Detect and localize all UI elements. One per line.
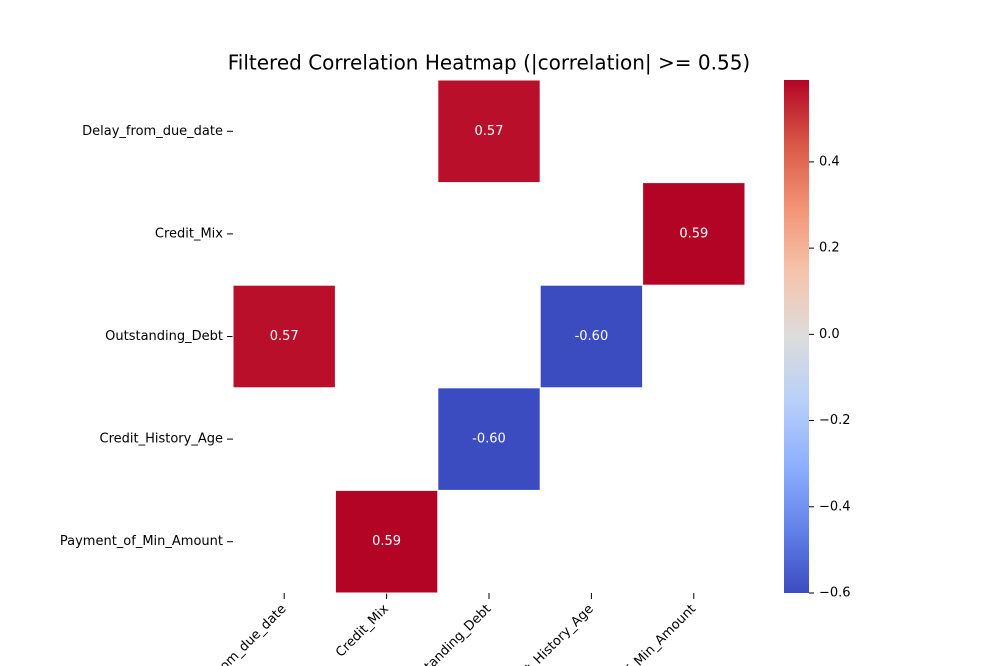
x-tick-label: Outstanding_Debt [400,602,494,666]
colorbar-tick-label: −0.2 [819,413,851,428]
heatmap-cell [539,284,644,389]
x-tick-label: Credit_History_Age [499,602,597,666]
y-tick-label: Credit_Mix [155,226,223,241]
x-tick-label: Delay_from_due_date [179,602,289,666]
cell-label: 0.57 [270,329,299,344]
cell-label: -0.60 [575,329,609,344]
heatmap-cell [437,79,541,184]
heatmap-cell [642,182,746,286]
cell-label: 0.59 [679,226,708,241]
y-tick-label: Payment_of_Min_Amount [60,534,223,549]
colorbar-tick-label: 0.4 [819,154,840,169]
colorbar-tick-label: −0.4 [819,499,851,514]
heatmap-cell [437,387,541,491]
colorbar-tick-label: 0.0 [819,327,840,342]
colorbar-tick-label: −0.6 [819,586,851,601]
chart-title: Filtered Correlation Heatmap (|correlati… [228,51,750,75]
y-tick-label: Outstanding_Debt [105,329,223,344]
colorbar-tick-label: 0.2 [819,241,840,256]
y-tick-label: Delay_from_due_date [82,124,223,139]
cell-label: 0.57 [475,124,504,139]
heatmap-cell [232,284,336,389]
y-tick-label: Credit_History_Age [100,432,224,447]
cell-label: -0.60 [472,432,506,447]
cell-label: 0.59 [372,534,401,549]
colorbar [784,80,809,593]
heatmap-cell [334,489,439,594]
x-tick-label: Credit_Mix [333,601,392,660]
